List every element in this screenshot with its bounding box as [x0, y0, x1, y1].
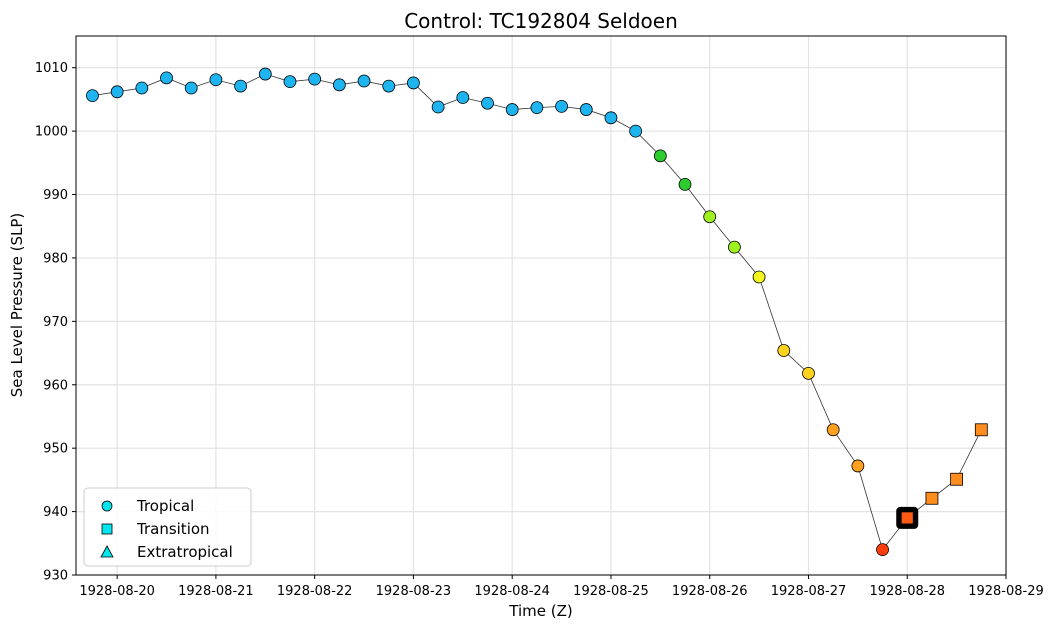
data-point-tropical	[431, 100, 445, 114]
y-tick-label: 930	[43, 569, 68, 584]
y-tick-label: 980	[43, 251, 68, 266]
legend: Tropical Transition Extratropical	[83, 487, 252, 567]
legend-marker-circle	[101, 500, 113, 512]
data-point-tropical	[851, 459, 865, 473]
data-point-tropical	[728, 240, 741, 254]
legend-marker-square	[101, 523, 113, 535]
legend-marker-triangle	[100, 545, 114, 558]
x-tick-label: 1928-08-24	[474, 584, 550, 599]
data-point-tropical	[579, 103, 593, 116]
data-point-tropical	[357, 74, 371, 88]
data-point-transition	[950, 472, 964, 486]
data-point-tropical	[876, 543, 889, 557]
data-point-tropical	[184, 81, 198, 95]
data-point-tropical	[382, 79, 396, 93]
y-tick-label: 1010	[35, 61, 68, 76]
data-point-tropical	[209, 73, 223, 87]
data-point-tropical	[456, 91, 470, 104]
data-point-transition	[974, 423, 988, 437]
data-point-tropical	[308, 72, 322, 86]
legend-label: Transition	[136, 520, 210, 538]
data-point-tropical	[777, 344, 791, 357]
y-tick-label: 960	[43, 378, 68, 393]
data-point-tropical	[332, 78, 346, 92]
y-axis-title: Sea Level Pressure (SLP)	[8, 213, 26, 398]
data-point-tropical	[160, 71, 173, 85]
y-tick-label: 970	[43, 315, 68, 330]
legend-box	[83, 487, 252, 567]
data-point-tropical	[653, 149, 667, 163]
data-point-tropical	[678, 177, 692, 191]
data-point-tropical	[629, 124, 643, 138]
y-tick-label: 990	[43, 188, 68, 203]
data-point-tropical	[135, 81, 149, 95]
x-tick-label: 1928-08-26	[672, 584, 748, 599]
data-point-tropical	[530, 101, 544, 115]
data-point-tropical	[283, 75, 297, 89]
y-tick-label: 950	[43, 442, 68, 457]
data-point-tropical	[826, 423, 840, 437]
x-tick-label: 1928-08-27	[771, 584, 847, 599]
x-tick-label: 1928-08-29	[968, 584, 1044, 599]
data-point-tropical	[505, 103, 519, 116]
data-point-tropical	[703, 210, 717, 224]
x-tick-label: 1928-08-23	[376, 584, 452, 599]
x-axis-ticks: 1928-08-20 1928-08-21 1928-08-22 1928-08-23…	[79, 575, 1044, 599]
data-point-tropical	[407, 76, 420, 90]
x-tick-label: 1928-08-22	[277, 584, 353, 599]
data-point-tropical	[234, 79, 248, 93]
data-point-tropical	[604, 111, 618, 125]
data-point-tropical	[86, 89, 99, 103]
data-point-tropical	[258, 67, 272, 81]
data-point-tropical	[802, 366, 815, 380]
y-axis-ticks: 930 940 950 960 970 980 990 1000 1010	[35, 61, 76, 584]
data-point-tropical	[110, 85, 124, 99]
x-tick-label: 1928-08-28	[869, 584, 945, 599]
x-tick-label: 1928-08-25	[573, 584, 649, 599]
series-line	[92, 73, 982, 551]
data-point-transition	[900, 511, 914, 525]
legend-label: Tropical	[136, 497, 194, 515]
x-tick-label: 1928-08-20	[79, 584, 155, 599]
data-point-transition	[925, 491, 939, 505]
x-tick-label: 1928-08-21	[178, 584, 254, 599]
x-axis-title: Time (Z)	[508, 602, 572, 620]
data-point-tropical	[752, 270, 766, 284]
y-tick-label: 1000	[35, 125, 68, 140]
data-point-tropical	[555, 99, 568, 113]
series-line-path	[92, 73, 982, 551]
legend-label: Extratropical	[137, 543, 233, 561]
plot-frame	[75, 35, 1007, 576]
data-points	[86, 67, 988, 557]
data-point-tropical	[481, 96, 494, 110]
chart-title: Control: TC192804 Seldoen	[404, 9, 678, 33]
y-tick-label: 940	[43, 505, 68, 520]
